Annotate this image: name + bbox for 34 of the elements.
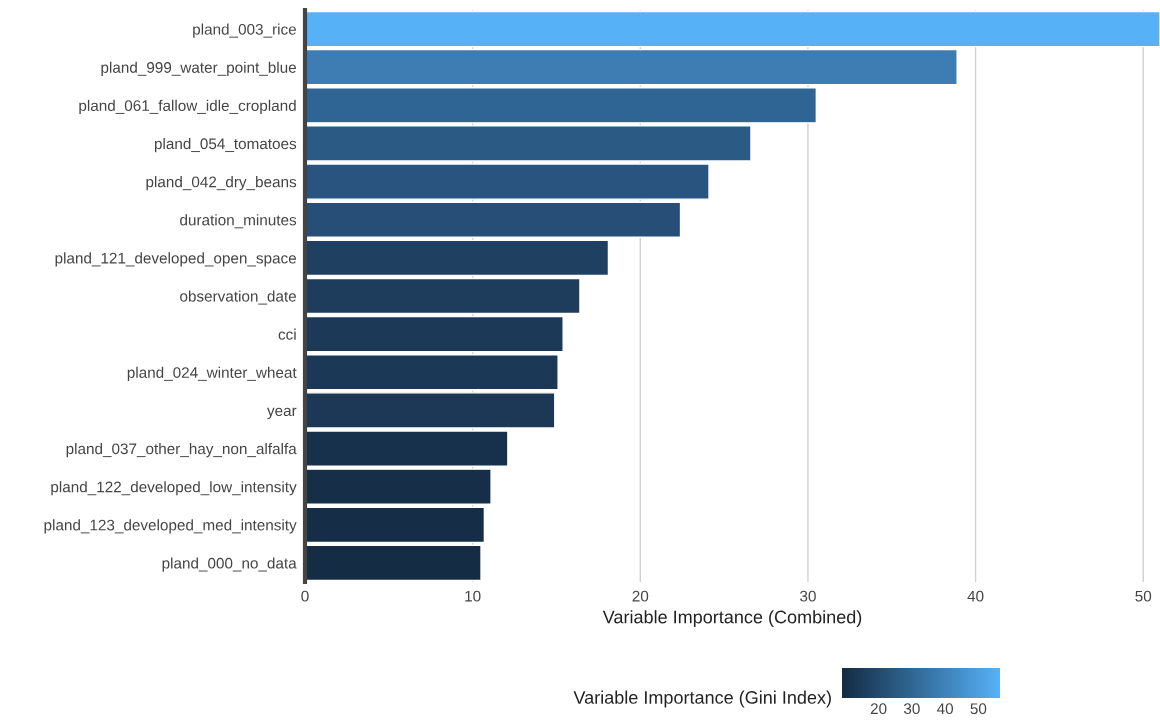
x-tick-label: 10 (465, 590, 481, 602)
y-tick-label: year (266, 407, 297, 420)
y-tick-label: pland_003_rice (193, 23, 296, 38)
color-bar-label: 30 (903, 703, 920, 715)
x-tick-label: 20 (632, 590, 649, 602)
bar (305, 506, 486, 544)
y-tick-label: pland_999_water_point_blue (101, 61, 296, 76)
y-tick-label: cci (278, 328, 296, 340)
bar (305, 544, 482, 582)
y-tick-label: pland_000_no_data (162, 557, 297, 572)
color-bar-label: 20 (870, 703, 887, 715)
x-tick-label: 50 (1135, 590, 1152, 602)
y-tick-label: pland_122_developed_low_intensity (51, 481, 297, 496)
color-bar-label: 50 (970, 703, 987, 715)
x-tick-label: 40 (967, 590, 984, 602)
bar (305, 10, 1160, 48)
y-tick-label: duration_minutes (180, 214, 297, 229)
color-bar-title: Variable Importance (Gini Index) (573, 690, 831, 708)
y-tick-label: pland_054_tomatoes (154, 137, 297, 153)
y-tick-label: pland_037_other_hay_non_alfalfa (66, 443, 297, 458)
y-tick-label: pland_024_winter_wheat (127, 366, 297, 381)
y-tick-label: pland_061_fallow_idle_cropland (79, 99, 296, 115)
color-bar-label: 40 (936, 703, 954, 715)
bar (305, 315, 564, 353)
y-tick-label: pland_123_developed_med_intensity (44, 519, 297, 534)
bar (305, 48, 958, 86)
x-tick-label: 30 (800, 590, 816, 602)
y-tick-label: pland_121_developed_open_space (55, 252, 297, 267)
y-tick-label: observation_date (180, 290, 296, 305)
x-tick-label: 0 (301, 590, 309, 602)
bar (305, 239, 610, 277)
y-tick-label: pland_042_dry_beans (146, 176, 297, 191)
bar (305, 277, 581, 315)
x-axis-title: Variable Importance (Combined) (602, 610, 862, 627)
